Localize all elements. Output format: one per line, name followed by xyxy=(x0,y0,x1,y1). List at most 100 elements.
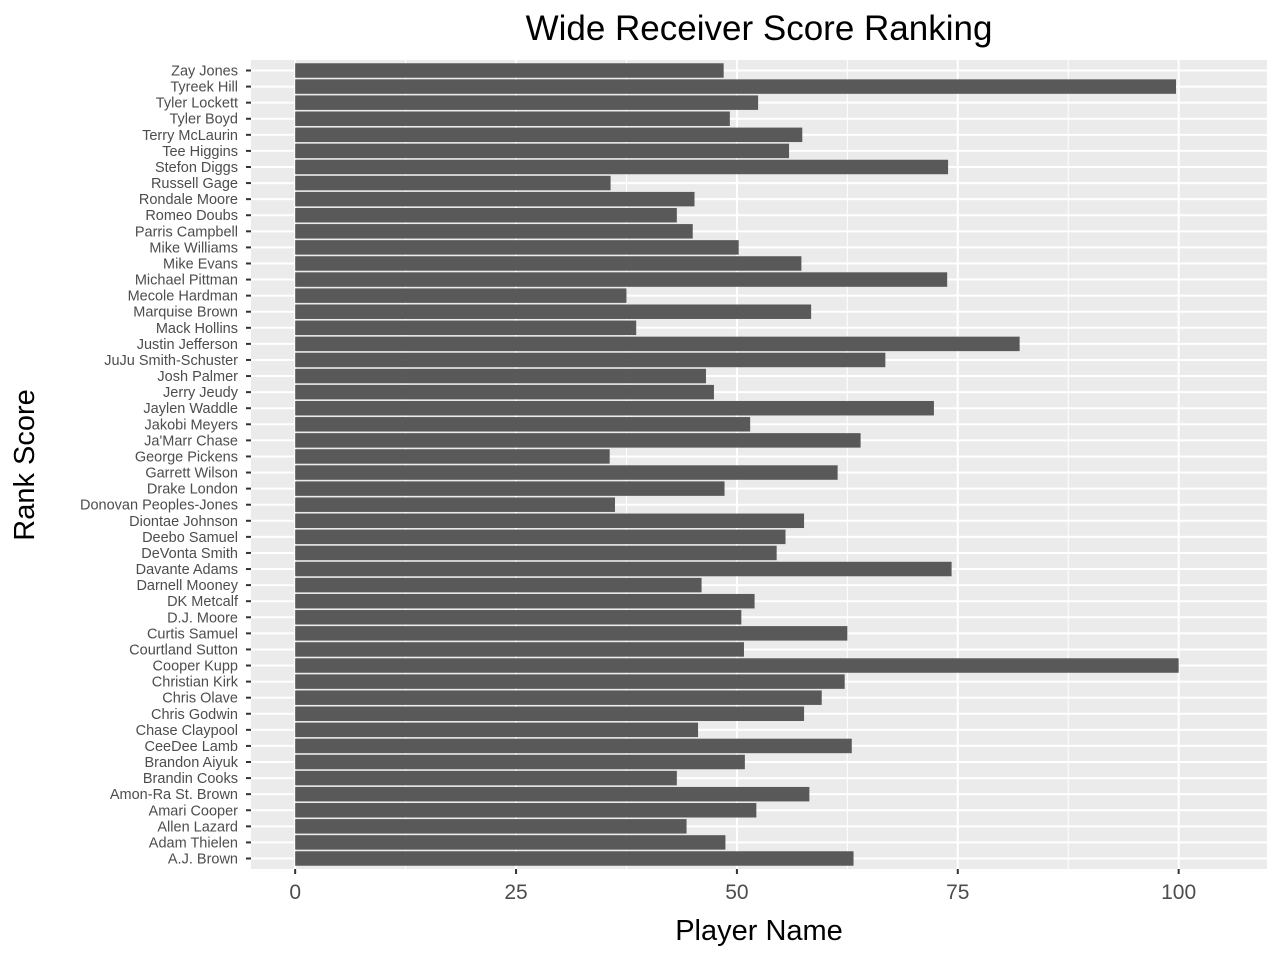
bar xyxy=(295,754,745,770)
bar xyxy=(295,111,730,126)
chart-title: Wide Receiver Score Ranking xyxy=(526,9,993,48)
bar xyxy=(295,835,726,850)
bar xyxy=(295,320,637,336)
y-tick-label: Rondale Moore xyxy=(139,192,238,208)
bar xyxy=(295,63,724,78)
x-axis-label: Player Name xyxy=(675,915,843,947)
y-tick-label: Mike Evans xyxy=(163,256,238,272)
bar xyxy=(295,481,725,496)
y-tick-label: Tee Higgins xyxy=(162,144,238,160)
bar xyxy=(295,224,693,239)
bar xyxy=(295,352,886,368)
y-tick-label: Mike Williams xyxy=(149,240,238,256)
x-tick-label: 25 xyxy=(504,881,527,904)
bar xyxy=(295,207,677,223)
x-tick-label: 50 xyxy=(725,881,748,904)
y-tick-label: Christian Kirk xyxy=(152,675,239,691)
bar xyxy=(295,561,952,577)
bar xyxy=(295,690,822,705)
bar xyxy=(295,529,786,545)
y-tick-label: Amari Cooper xyxy=(149,803,239,819)
bar xyxy=(295,256,802,271)
x-tick-label: 0 xyxy=(289,881,301,904)
y-tick-label: Brandon Aiyuk xyxy=(144,755,238,771)
y-tick-label: Terry McLaurin xyxy=(142,128,238,144)
y-tick-label: Darnell Mooney xyxy=(136,578,238,594)
y-tick-label: Davante Adams xyxy=(136,562,238,578)
y-tick-label: Russell Gage xyxy=(151,176,238,192)
y-tick-label: Marquise Brown xyxy=(133,305,238,321)
bar xyxy=(295,722,699,738)
bar xyxy=(295,304,812,319)
bar xyxy=(295,433,861,448)
bar xyxy=(295,706,805,722)
y-tick-label: Garrett Wilson xyxy=(145,466,238,482)
y-tick-label: Ja'Marr Chase xyxy=(144,433,238,449)
y-tick-label: Jakobi Meyers xyxy=(145,417,238,433)
bar xyxy=(295,79,1177,94)
y-tick-label: Cooper Kupp xyxy=(153,659,238,675)
bar xyxy=(295,240,739,255)
y-tick-label: Mack Hollins xyxy=(156,321,238,337)
y-tick-label: Donovan Peoples-Jones xyxy=(80,498,238,514)
y-tick-label: Tyler Lockett xyxy=(156,96,238,112)
bar xyxy=(295,400,934,416)
y-tick-label: Chris Olave xyxy=(162,691,238,707)
bar xyxy=(295,610,742,625)
y-tick-label: Michael Pittman xyxy=(135,273,238,289)
y-tick-label: Jerry Jeudy xyxy=(163,385,239,401)
bar xyxy=(295,770,677,786)
bar xyxy=(295,658,1179,673)
y-tick-label: DK Metcalf xyxy=(167,594,239,610)
y-tick-label: Justin Jefferson xyxy=(137,337,238,353)
y-tick-label: Chase Claypool xyxy=(136,723,238,739)
bar xyxy=(295,465,838,480)
y-tick-label: Adam Thielen xyxy=(149,835,238,851)
bar xyxy=(295,368,706,384)
bar xyxy=(295,159,949,175)
y-tick-label: Zay Jones xyxy=(171,64,238,80)
bar xyxy=(295,497,615,512)
bar xyxy=(295,819,687,834)
y-tick-label: Romeo Doubs xyxy=(145,208,238,224)
y-tick-label: Curtis Samuel xyxy=(147,626,238,642)
y-axis-label: Rank Score xyxy=(9,389,41,541)
y-tick-label: Parris Campbell xyxy=(135,224,238,240)
y-tick-label: Chris Godwin xyxy=(151,707,238,723)
x-tick-label: 100 xyxy=(1161,881,1196,904)
bar xyxy=(295,738,852,754)
y-tick-label: JuJu Smith-Schuster xyxy=(104,353,238,369)
y-tick-label: A.J. Brown xyxy=(168,852,238,868)
bar xyxy=(295,577,702,593)
y-tick-label: Jaylen Waddle xyxy=(143,401,238,417)
bar xyxy=(295,417,751,432)
bar xyxy=(295,272,948,287)
bar xyxy=(295,593,755,609)
y-tick-label: DeVonta Smith xyxy=(141,546,238,562)
bar xyxy=(295,803,757,818)
bar xyxy=(295,642,744,657)
y-tick-label: Allen Lazard xyxy=(157,819,238,835)
y-tick-label: CeeDee Lamb xyxy=(145,739,239,755)
bar xyxy=(295,449,610,464)
bar xyxy=(295,175,611,191)
y-tick-label: Tyler Boyd xyxy=(170,112,239,128)
y-tick-label: Diontae Johnson xyxy=(129,514,238,530)
y-tick-label: D.J. Moore xyxy=(167,610,238,626)
y-tick-label: Amon-Ra St. Brown xyxy=(110,787,238,803)
bar xyxy=(295,288,627,303)
y-tick-label: Drake London xyxy=(147,482,238,498)
bar xyxy=(295,384,714,400)
bar xyxy=(295,127,803,143)
x-tick-label: 75 xyxy=(946,881,969,904)
bar xyxy=(295,851,854,866)
bar xyxy=(295,545,777,561)
bar xyxy=(295,674,845,689)
bar xyxy=(295,143,790,159)
y-tick-label: Josh Palmer xyxy=(157,369,238,385)
y-tick-label: Mecole Hardman xyxy=(128,289,238,305)
bar xyxy=(295,786,810,802)
y-tick-label: Stefon Diggs xyxy=(155,160,238,176)
